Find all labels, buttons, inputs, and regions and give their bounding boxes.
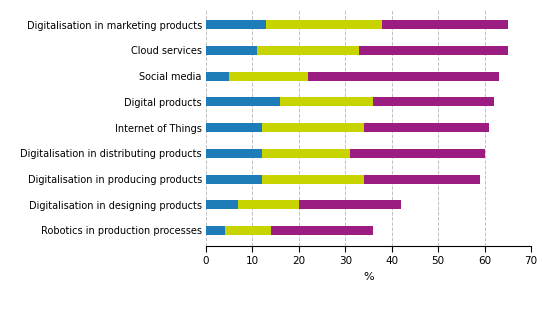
Bar xyxy=(206,20,266,29)
Bar xyxy=(359,46,508,55)
Bar xyxy=(206,200,238,209)
Bar xyxy=(206,46,257,55)
Bar xyxy=(373,97,494,106)
Bar xyxy=(206,97,280,106)
Bar xyxy=(299,200,401,209)
Bar xyxy=(350,149,485,158)
Bar xyxy=(266,20,383,29)
X-axis label: %: % xyxy=(363,272,374,282)
Bar xyxy=(206,72,229,81)
Bar xyxy=(206,149,262,158)
Bar xyxy=(224,226,271,235)
Bar xyxy=(229,72,308,81)
Bar xyxy=(262,175,364,184)
Bar xyxy=(206,175,262,184)
Bar xyxy=(308,72,499,81)
Bar xyxy=(206,123,262,132)
Bar xyxy=(364,123,489,132)
Bar xyxy=(257,46,359,55)
Bar xyxy=(262,123,364,132)
Bar xyxy=(271,226,373,235)
Bar xyxy=(238,200,299,209)
Bar xyxy=(383,20,508,29)
Bar xyxy=(280,97,373,106)
Bar xyxy=(206,226,224,235)
Bar xyxy=(364,175,480,184)
Bar xyxy=(262,149,350,158)
